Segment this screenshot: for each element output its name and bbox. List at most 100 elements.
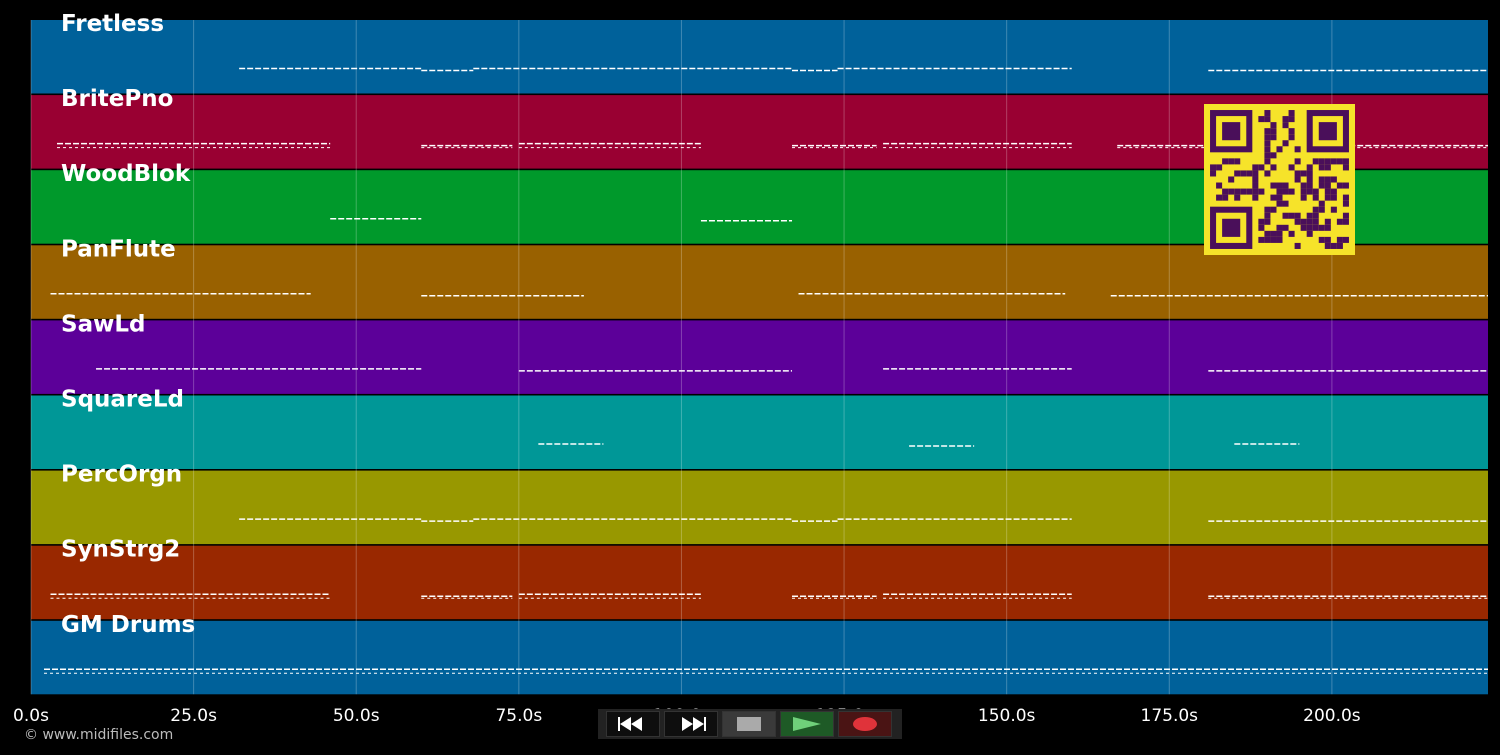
qr-module <box>1324 236 1331 243</box>
qr-module <box>1306 170 1313 177</box>
qr-module <box>1258 188 1265 195</box>
track-lane <box>31 470 1488 545</box>
qr-module <box>1270 182 1277 189</box>
rewind-button[interactable] <box>606 711 660 737</box>
qr-module <box>1264 134 1271 141</box>
qr-module <box>1324 224 1331 231</box>
fast-forward-icon <box>682 717 706 731</box>
qr-module <box>1258 236 1265 243</box>
qr-module <box>1306 176 1313 183</box>
qr-module <box>1246 188 1253 195</box>
qr-module <box>1306 164 1313 171</box>
qr-module <box>1264 218 1271 225</box>
qr-finder-core <box>1318 122 1337 141</box>
track-lane <box>31 395 1488 469</box>
qr-module <box>1222 158 1229 165</box>
qr-module <box>1336 218 1343 225</box>
track-name: SquareLd <box>61 387 184 413</box>
copyright-text: © www.midifiles.com <box>24 727 174 743</box>
qr-module <box>1252 182 1259 189</box>
record-button[interactable] <box>838 711 892 737</box>
qr-module <box>1234 158 1241 165</box>
track-lane <box>31 620 1488 695</box>
play-icon <box>793 717 821 731</box>
tick-label: 150.0s <box>978 706 1036 726</box>
qr-module <box>1312 206 1319 213</box>
qr-module <box>1276 200 1283 207</box>
qr-module <box>1330 242 1337 249</box>
qr-module <box>1270 236 1277 243</box>
qr-module <box>1276 194 1283 201</box>
qr-module <box>1276 182 1283 189</box>
qr-module <box>1240 170 1247 177</box>
tick-label: 75.0s <box>495 706 542 726</box>
qr-module <box>1276 188 1283 195</box>
track-name: BritePno <box>61 86 173 112</box>
qr-module <box>1264 212 1271 219</box>
track-lane <box>31 245 1488 319</box>
transport-controls <box>598 709 902 739</box>
note-marks <box>44 67 1488 674</box>
qr-module <box>1252 188 1259 195</box>
track-lane <box>31 20 1488 94</box>
qr-module <box>1270 134 1277 141</box>
qr-module <box>1264 140 1271 147</box>
qr-module <box>1270 194 1277 201</box>
qr-module <box>1282 140 1289 147</box>
qr-module <box>1216 164 1223 171</box>
qr-module <box>1288 164 1295 171</box>
qr-module <box>1222 194 1229 201</box>
qr-module <box>1288 134 1295 141</box>
qr-module <box>1282 182 1289 189</box>
fast-forward-button[interactable] <box>664 711 718 737</box>
qr-module <box>1318 236 1325 243</box>
qr-module <box>1330 158 1337 165</box>
track-name: SawLd <box>61 311 145 337</box>
qr-module <box>1234 194 1241 201</box>
qr-module <box>1324 194 1331 201</box>
qr-module <box>1264 230 1271 237</box>
qr-module <box>1300 194 1307 201</box>
qr-module <box>1312 212 1319 219</box>
qr-module <box>1336 158 1343 165</box>
qr-module <box>1264 158 1271 165</box>
qr-module <box>1210 170 1217 177</box>
tick-label: 50.0s <box>333 706 380 726</box>
qr-module <box>1216 182 1223 189</box>
qr-module <box>1282 200 1289 207</box>
qr-module <box>1300 182 1307 189</box>
qr-module <box>1264 170 1271 177</box>
track-name: Fretless <box>61 11 164 37</box>
stop-button[interactable] <box>722 711 776 737</box>
qr-module <box>1246 170 1253 177</box>
qr-module <box>1294 212 1301 219</box>
qr-module <box>1300 224 1307 231</box>
qr-finder-core <box>1222 122 1241 141</box>
qr-module <box>1282 224 1289 231</box>
qr-module <box>1294 176 1301 183</box>
qr-module <box>1264 152 1271 159</box>
qr-module <box>1318 224 1325 231</box>
qr-module <box>1276 146 1283 153</box>
record-icon <box>853 717 877 731</box>
qr-module <box>1324 182 1331 189</box>
stop-icon <box>737 717 761 731</box>
qr-module <box>1312 224 1319 231</box>
qr-module <box>1294 242 1301 249</box>
qr-module <box>1342 182 1349 189</box>
qr-module <box>1282 116 1289 123</box>
play-button[interactable] <box>780 711 834 737</box>
qr-module <box>1324 176 1331 183</box>
qr-module <box>1318 176 1325 183</box>
qr-module <box>1276 224 1283 231</box>
qr-module <box>1288 128 1295 135</box>
qr-module <box>1324 242 1331 249</box>
qr-module <box>1270 206 1277 213</box>
track-name: PercOrgn <box>61 462 182 488</box>
qr-module <box>1288 212 1295 219</box>
qr-module <box>1276 236 1283 243</box>
qr-module <box>1276 230 1283 237</box>
qr-module <box>1300 218 1307 225</box>
qr-module <box>1312 194 1319 201</box>
qr-module <box>1258 116 1265 123</box>
